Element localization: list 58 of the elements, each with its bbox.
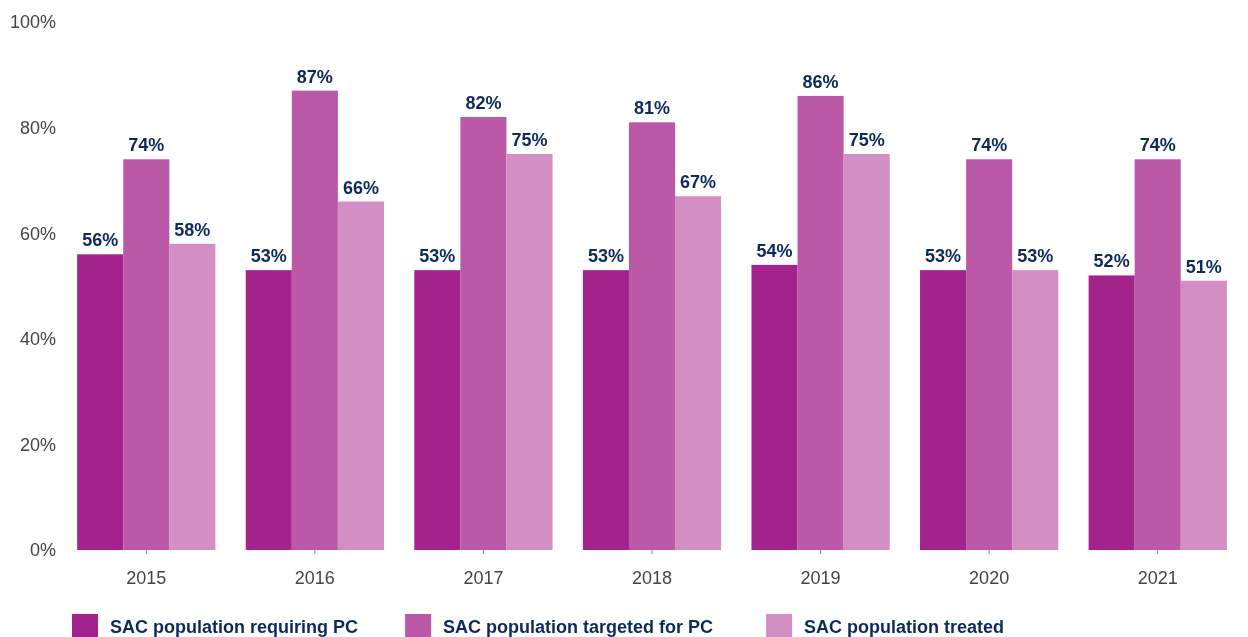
data-label: 67% bbox=[680, 172, 717, 193]
y-tick-label: 20% bbox=[19, 434, 56, 455]
legend-label: SAC population targeted for PC bbox=[443, 617, 714, 637]
x-tick-label: 2015 bbox=[126, 568, 167, 588]
y-tick-label: 100% bbox=[9, 12, 56, 33]
data-label: 82% bbox=[465, 93, 502, 114]
data-label: 74% bbox=[1139, 135, 1176, 156]
data-label: 53% bbox=[925, 246, 962, 267]
bar bbox=[506, 154, 553, 550]
data-label: 81% bbox=[633, 98, 671, 119]
y-tick-label: 40% bbox=[19, 329, 56, 350]
data-label: 87% bbox=[296, 66, 333, 87]
y-tick-label: 60% bbox=[19, 223, 56, 244]
data-label: 58% bbox=[174, 219, 211, 240]
data-label: 54% bbox=[756, 240, 793, 261]
x-tick-label: 2021 bbox=[1137, 568, 1178, 588]
data-label: 53% bbox=[1017, 246, 1054, 267]
data-label: 53% bbox=[587, 246, 624, 267]
data-label: 86% bbox=[802, 71, 839, 92]
bar bbox=[797, 95, 844, 550]
data-label: 75% bbox=[511, 130, 548, 150]
x-tick-label: 2017 bbox=[463, 568, 504, 588]
x-tick-label: 2016 bbox=[294, 568, 335, 588]
bar bbox=[843, 154, 890, 550]
bar bbox=[751, 264, 798, 550]
y-tick-label: 0% bbox=[29, 540, 56, 561]
data-label: 74% bbox=[128, 135, 165, 156]
data-label: 75% bbox=[848, 130, 885, 150]
x-tick-label: 2019 bbox=[800, 568, 841, 588]
bar bbox=[414, 270, 461, 550]
bar bbox=[337, 201, 384, 550]
legend-label: SAC population treated bbox=[804, 617, 1005, 637]
bar bbox=[966, 159, 1013, 550]
bar bbox=[291, 90, 338, 550]
data-label: 66% bbox=[342, 177, 379, 198]
bar bbox=[582, 270, 629, 550]
x-tick-label: 2018 bbox=[631, 568, 673, 588]
bar bbox=[675, 196, 722, 550]
bar bbox=[628, 122, 676, 550]
data-label: 53% bbox=[419, 246, 456, 267]
legend-label: SAC population requiring PC bbox=[110, 617, 358, 637]
y-tick-label: 80% bbox=[19, 117, 56, 138]
bar bbox=[77, 254, 124, 550]
x-tick-label: 2020 bbox=[969, 568, 1010, 588]
bar bbox=[245, 270, 292, 550]
bar bbox=[1180, 280, 1227, 550]
bar bbox=[169, 243, 216, 550]
bar bbox=[1134, 159, 1181, 550]
data-label: 51% bbox=[1185, 256, 1222, 277]
bar bbox=[920, 270, 967, 550]
bar bbox=[1012, 270, 1059, 550]
bar bbox=[1088, 275, 1135, 550]
bar bbox=[460, 117, 507, 550]
data-label: 74% bbox=[971, 135, 1008, 156]
data-label: 53% bbox=[250, 246, 287, 267]
data-label: 56% bbox=[82, 230, 119, 251]
bar bbox=[123, 159, 170, 550]
data-label: 52% bbox=[1093, 251, 1130, 272]
